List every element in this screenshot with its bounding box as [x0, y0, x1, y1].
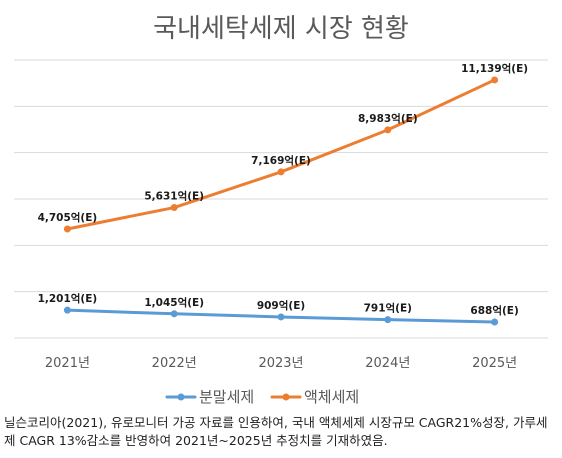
data-label: 4,705억(E)	[38, 212, 98, 224]
data-labels: 1,201억(E) 1,045억(E) 909억(E) 791억(E) 688억(E) 4…	[38, 63, 529, 317]
legend-marker	[177, 393, 185, 401]
x-tick-label: 2024년	[365, 356, 410, 371]
legend: 분말세제 액체세제	[165, 388, 359, 406]
data-label: 909억(E)	[257, 300, 305, 312]
data-label: 7,169억(E)	[251, 155, 311, 167]
data-point	[63, 306, 71, 314]
data-point	[384, 316, 392, 324]
line-chart: 1,201억(E) 1,045억(E) 909억(E) 791억(E) 688억(E) 4…	[14, 59, 548, 406]
x-tick-label: 2022년	[152, 356, 197, 371]
data-point	[491, 318, 499, 326]
data-label: 688억(E)	[470, 305, 518, 317]
x-axis: 2021년 2022년 2023년 2024년 2025년	[45, 356, 517, 371]
data-label: 1,045억(E)	[144, 297, 204, 309]
data-point	[170, 310, 178, 318]
legend-label: 액체세제	[304, 388, 359, 406]
data-point	[384, 126, 392, 134]
legend-marker	[282, 393, 290, 401]
legend-item-1: 분말세제	[165, 388, 254, 406]
data-point	[277, 168, 285, 176]
data-label: 11,139억(E)	[461, 63, 528, 75]
data-point	[277, 313, 285, 321]
x-tick-label: 2025년	[472, 356, 517, 371]
data-label: 791억(E)	[364, 303, 412, 315]
x-tick-label: 2023년	[258, 356, 303, 371]
data-point	[491, 76, 499, 84]
data-label: 8,983억(E)	[358, 113, 418, 125]
chart-title: 국내세탁세제 시장 현황	[153, 14, 409, 44]
source-caption: 닐슨코리아(2021), 유로모니터 가공 자료를 인용하여, 국내 액체세제 …	[4, 415, 548, 448]
gridlines	[14, 59, 548, 339]
data-point	[63, 225, 71, 233]
legend-item-2: 액체세제	[270, 388, 359, 406]
data-label: 1,201억(E)	[38, 293, 98, 305]
legend-label: 분말세제	[199, 388, 254, 406]
x-tick-label: 2021년	[45, 356, 90, 371]
series-layer	[63, 76, 499, 326]
data-point	[170, 204, 178, 212]
data-label: 5,631억(E)	[144, 191, 204, 203]
